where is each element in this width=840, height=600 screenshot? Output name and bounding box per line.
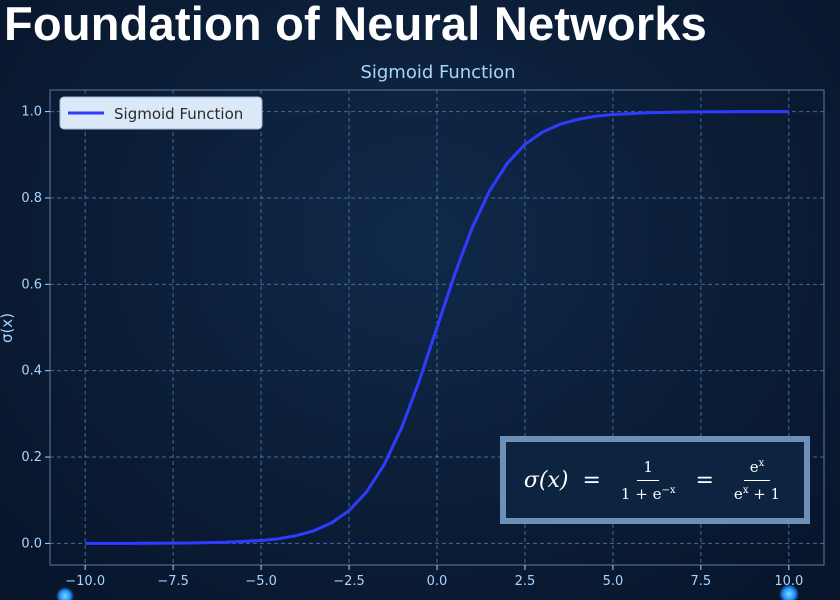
x-tick-label: 7.5 [691,574,712,589]
series-layer [85,110,789,545]
fraction-2-denominator: ex + 1 [728,481,786,503]
fraction-1-denominator: 1 + e−x [615,481,682,503]
page-title: Foundation of Neural Networks [4,0,707,50]
legend: Sigmoid Function [59,96,263,130]
y-tick-label: 0.0 [21,536,42,551]
x-tick-label: 5.0 [603,574,624,589]
y-tick-label: 0.4 [21,364,42,379]
formula-equals-2: = [695,467,714,493]
y-tick-label: 0.2 [21,450,42,465]
formula-fraction-2: ex ex + 1 [728,458,786,503]
fraction-2-den-exponent: x [742,484,749,496]
fraction-1-den-base: 1 + e [620,484,662,503]
fraction-2-den-base: e [733,484,743,503]
x-tick-label: −10.0 [65,574,105,589]
sigmoid-formula-box: σ(x) = 1 1 + e−x = ex ex + 1 [500,436,810,524]
x-tick-label: −2.5 [333,574,365,589]
y-axis-label: σ(x) [0,313,16,343]
fraction-2-num-exponent: x [758,457,765,469]
y-tick-label: 0.6 [21,277,42,292]
glow-dot-left [56,587,74,600]
chart-title: Sigmoid Function [360,62,516,83]
legend-entry-label: Sigmoid Function [114,105,243,123]
formula-lhs: σ(x) [523,467,569,493]
series-line-sigmoid [85,110,789,545]
fraction-2-num-base: e [749,457,759,476]
glow-dot-right [779,584,799,600]
legend-box [59,96,263,130]
x-tick-label: 10.0 [774,574,803,589]
x-tick-label: −7.5 [157,574,189,589]
x-tick-label: 0.0 [427,574,448,589]
y-tick-label: 1.0 [21,105,42,120]
y-tick-label: 0.8 [21,191,42,206]
fraction-1-numerator: 1 [637,458,659,481]
x-axis-label: x [433,598,442,600]
formula-fraction-1: 1 1 + e−x [615,458,682,503]
x-tick-label: 2.5 [515,574,536,589]
fraction-2-den-tail: + 1 [748,484,781,503]
fraction-1-den-exponent: −x [661,484,676,496]
axis-ticks: −10.0 −7.5 −5.0 −2.5 0.0 2.5 5.0 7.5 10.0 0.0 0.2 0… [21,105,803,589]
fraction-2-numerator: ex [743,457,771,481]
formula-equals-1: = [582,467,601,493]
ylabel: σ(x) [0,313,16,343]
x-tick-label: −5.0 [245,574,277,589]
